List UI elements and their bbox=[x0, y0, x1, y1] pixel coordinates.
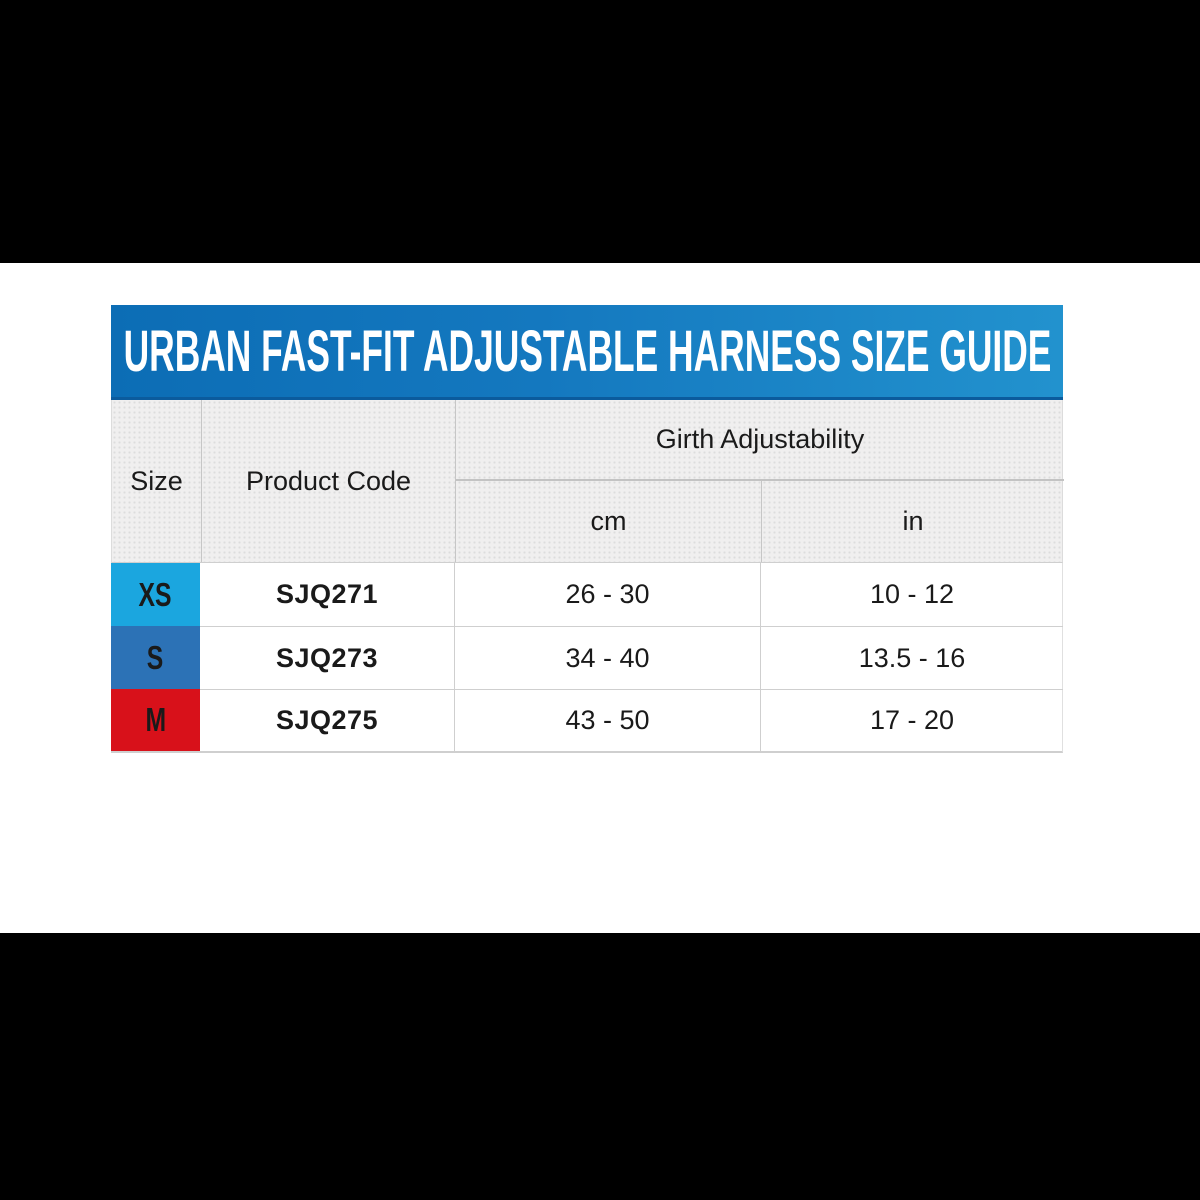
letterbox-top bbox=[0, 0, 1200, 263]
header-cm: cm bbox=[455, 481, 761, 562]
letterbox-bottom bbox=[0, 933, 1200, 1200]
header-girth: Girth Adjustability bbox=[455, 400, 1064, 481]
table-row: S SJQ273 34 - 40 13.5 - 16 bbox=[111, 626, 1063, 689]
girth-in-cell: 17 - 20 bbox=[760, 689, 1063, 751]
size-label: XS bbox=[138, 575, 173, 613]
table-header: Size Product Code Girth Adjustability cm… bbox=[111, 400, 1064, 563]
product-code-cell: SJQ273 bbox=[200, 626, 454, 689]
size-chip-s: S bbox=[111, 626, 200, 689]
header-product-code: Product Code bbox=[201, 400, 455, 562]
girth-cm-cell: 34 - 40 bbox=[454, 626, 760, 689]
header-size: Size bbox=[130, 465, 183, 496]
product-code-cell: SJQ275 bbox=[200, 689, 454, 751]
girth-in-cell: 13.5 - 16 bbox=[760, 626, 1063, 689]
size-label: S bbox=[147, 638, 164, 676]
size-chip-m: M bbox=[111, 689, 200, 751]
table-row: XS SJQ271 26 - 30 10 - 12 bbox=[111, 563, 1063, 626]
girth-cm-cell: 26 - 30 bbox=[454, 563, 760, 626]
header-in: in bbox=[761, 481, 1064, 562]
girth-cm-cell: 43 - 50 bbox=[454, 689, 760, 751]
product-code-cell: SJQ271 bbox=[275, 579, 379, 609]
size-chip-xs: XS bbox=[111, 563, 200, 626]
size-label: M bbox=[145, 701, 166, 738]
title-banner: URBAN FAST-FIT ADJUSTABLE HARNESS SIZE G… bbox=[111, 305, 1063, 400]
size-guide-table: URBAN FAST-FIT ADJUSTABLE HARNESS SIZE G… bbox=[111, 305, 1064, 753]
table-row: M SJQ275 43 - 50 17 - 20 bbox=[111, 689, 1063, 753]
girth-in-cell: 10 - 12 bbox=[760, 563, 1063, 626]
page-title: URBAN FAST-FIT ADJUSTABLE HARNESS SIZE G… bbox=[123, 318, 1051, 384]
